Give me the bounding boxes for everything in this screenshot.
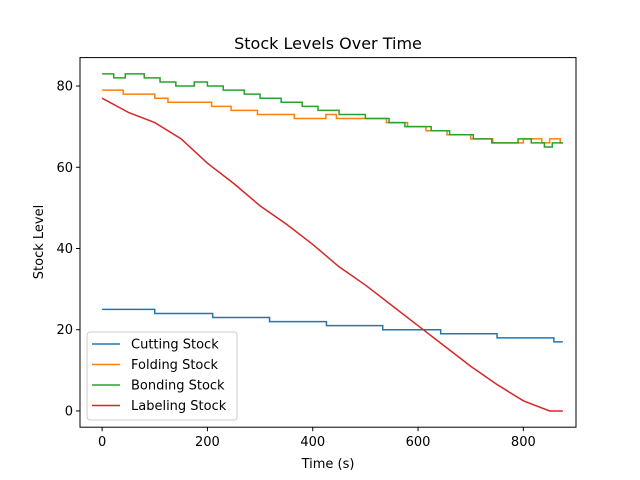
x-tick-label: 0	[98, 435, 106, 450]
legend-label-cutting-stock: Cutting Stock	[131, 338, 219, 353]
y-tick-label: 80	[56, 80, 73, 95]
y-tick-label: 40	[56, 242, 73, 257]
legend-label-folding-stock: Folding Stock	[131, 358, 219, 373]
x-axis-ticks: 0 200 400 600 800	[98, 427, 536, 450]
x-tick-label: 800	[511, 435, 536, 450]
series-line-bonding-stock	[102, 73, 563, 148]
x-axis-label: Time (s)	[301, 457, 355, 472]
plot-content	[101, 73, 563, 412]
y-axis-label: Stock Level	[32, 205, 47, 279]
x-tick-label: 600	[406, 435, 431, 450]
y-tick-label: 0	[65, 404, 73, 419]
series-line-cutting-stock	[102, 308, 563, 343]
legend-label-labeling-stock: Labeling Stock	[131, 399, 227, 414]
chart-title: Stock Levels Over Time	[234, 34, 422, 53]
legend-label-bonding-stock: Bonding Stock	[131, 379, 225, 394]
legend-entries: Cutting Stock Folding Stock Bonding Stock L…	[92, 338, 227, 414]
x-tick-label: 400	[300, 435, 325, 450]
legend: Cutting Stock Folding Stock Bonding Stock L…	[86, 331, 238, 421]
series-line-labeling-stock	[101, 97, 563, 412]
legend-box	[86, 331, 238, 421]
axes-frame	[79, 57, 577, 428]
y-axis-ticks: 0 20 40 60 80	[56, 80, 80, 419]
y-tick-label: 60	[56, 161, 73, 176]
x-tick-label: 200	[195, 435, 220, 450]
series-line-folding-stock	[102, 89, 563, 144]
y-tick-label: 20	[56, 323, 73, 338]
